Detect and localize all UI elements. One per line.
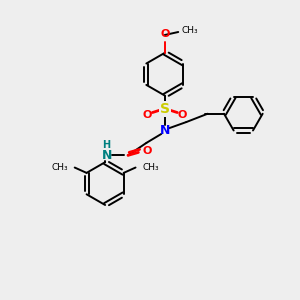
Text: H: H — [103, 140, 111, 150]
Text: O: O — [160, 29, 170, 39]
Text: O: O — [143, 110, 152, 120]
Text: N: N — [101, 149, 112, 162]
Text: N: N — [160, 124, 170, 137]
Text: CH₃: CH₃ — [142, 163, 159, 172]
Text: CH₃: CH₃ — [182, 26, 198, 35]
Text: O: O — [177, 110, 187, 120]
Text: CH₃: CH₃ — [52, 163, 68, 172]
Text: O: O — [143, 146, 152, 156]
Text: S: S — [160, 102, 170, 116]
